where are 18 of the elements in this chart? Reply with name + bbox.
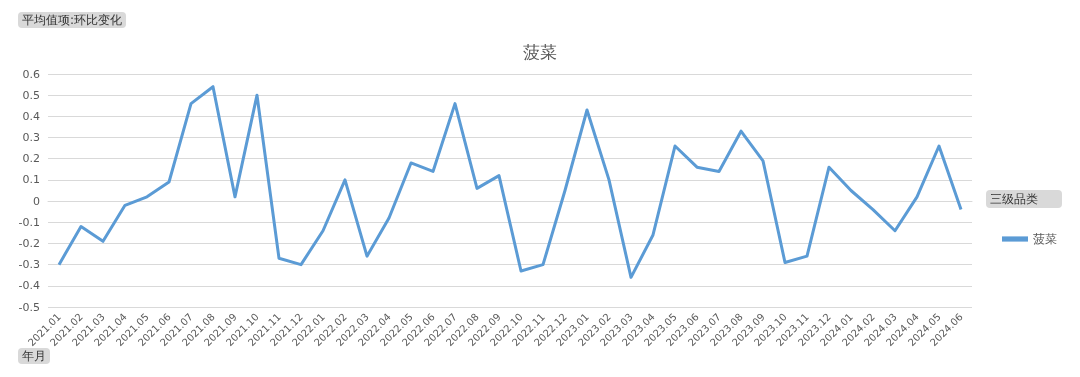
y-tick-label: -0.4 <box>18 279 40 293</box>
y-tick-label: -0.3 <box>18 258 40 272</box>
chart-title: 菠菜 <box>523 41 557 62</box>
y-tick-label: -0.1 <box>18 215 40 229</box>
legend-label: 菠菜 <box>1033 232 1057 246</box>
text: 年月 <box>22 349 46 363</box>
y-tick-label: 0.5 <box>22 88 40 102</box>
y-tick-label: 0.4 <box>22 109 40 123</box>
y-tick-label: 0.2 <box>22 152 40 166</box>
y-tick-label: 0.1 <box>22 173 40 187</box>
y-tick-label: -0.5 <box>18 300 40 314</box>
text: 平均值项:环比变化 <box>22 13 123 27</box>
line-series <box>57 85 963 279</box>
y-tick-label: 0 <box>33 194 40 208</box>
y-tick-label: -0.2 <box>18 236 40 250</box>
y-tick-label: 0.3 <box>22 131 40 145</box>
y-tick-label: 0.6 <box>22 67 40 81</box>
legend-title: 三级品类 <box>990 192 1038 206</box>
